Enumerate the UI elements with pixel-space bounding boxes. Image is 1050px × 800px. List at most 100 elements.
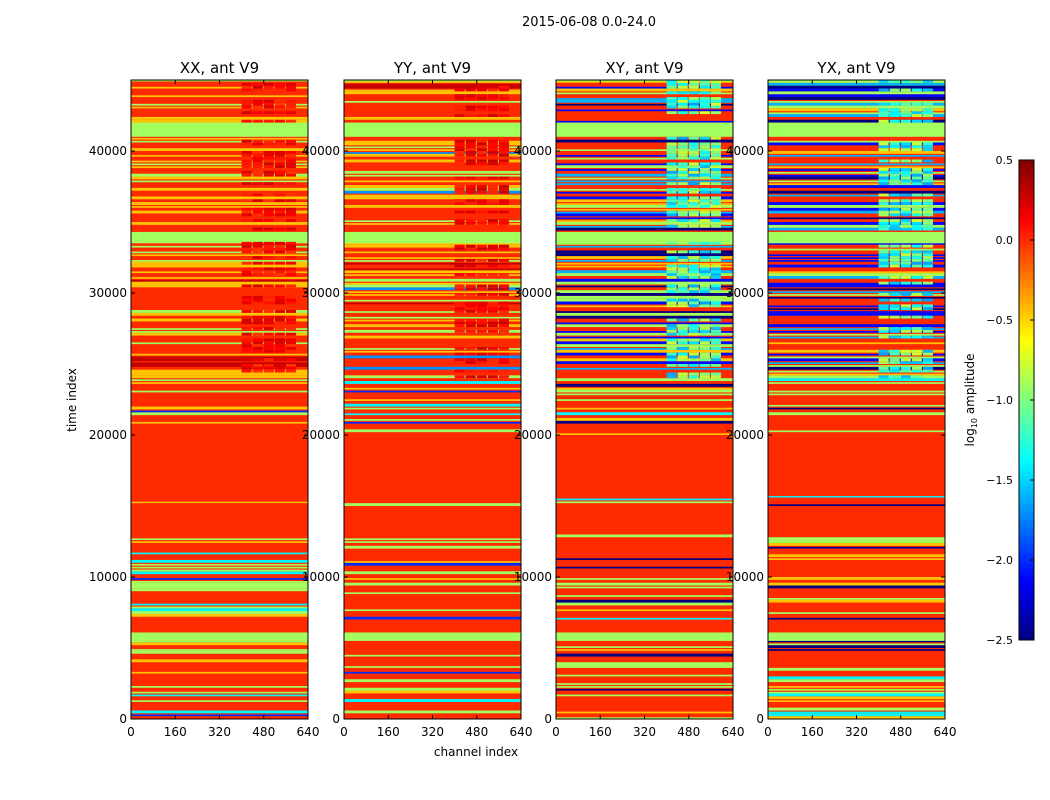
heatmap-row-stripe xyxy=(131,284,308,288)
heatmap-row-stripe xyxy=(556,270,733,274)
heatmap-cell xyxy=(454,222,465,225)
heatmap-cell xyxy=(476,159,487,163)
heatmap-cell xyxy=(498,310,509,313)
heatmap-cell xyxy=(710,213,721,217)
heatmap-row-stripe xyxy=(344,294,521,296)
heatmap-cell xyxy=(677,290,688,293)
heatmap-cell xyxy=(487,273,498,276)
heatmap-cell xyxy=(274,199,285,203)
heatmap-cell xyxy=(252,151,263,154)
heatmap-row-stripe xyxy=(768,333,945,336)
heatmap-cell xyxy=(677,329,688,333)
heatmap-cell xyxy=(878,227,889,231)
heatmap-row-stripe xyxy=(131,342,308,345)
heatmap-cell xyxy=(699,290,710,293)
heatmap-row-stripe xyxy=(768,308,945,311)
heatmap-row-stripe xyxy=(556,412,733,416)
heatmap-row-stripe xyxy=(556,649,733,651)
heatmap-cell xyxy=(677,168,688,171)
heatmap-row-stripe xyxy=(556,157,733,160)
heatmap-row-stripe xyxy=(344,180,521,183)
heatmap-row-stripe xyxy=(131,154,308,157)
heatmap-cell xyxy=(476,139,487,143)
heatmap-cell xyxy=(677,82,688,86)
heatmap-cell xyxy=(677,332,688,336)
colorbar-swatch xyxy=(1019,620,1034,625)
heatmap-cell xyxy=(454,219,465,222)
heatmap-cell xyxy=(889,264,900,268)
heatmap-cell xyxy=(487,346,498,350)
heatmap-cell xyxy=(688,170,699,174)
heatmap-cell xyxy=(710,102,721,106)
heatmap-row-stripe xyxy=(768,140,945,143)
heatmap-cell xyxy=(688,151,699,154)
heatmap-cell xyxy=(922,349,933,353)
heatmap-cell xyxy=(878,366,889,370)
heatmap-cell xyxy=(677,102,688,106)
heatmap-cell xyxy=(677,352,688,356)
heatmap-cell xyxy=(241,153,252,157)
heatmap-cell xyxy=(710,182,721,186)
y-tick-label: 20000 xyxy=(726,428,764,442)
heatmap-row-stripe xyxy=(768,649,945,651)
heatmap-cell xyxy=(677,165,688,169)
heatmap-cell xyxy=(699,102,710,106)
heatmap-cell xyxy=(476,85,487,89)
heatmap-cell xyxy=(241,338,252,342)
heatmap-cell xyxy=(252,85,263,89)
heatmap-cell xyxy=(241,321,252,325)
heatmap-cell xyxy=(677,270,688,274)
heatmap-cell xyxy=(922,293,933,296)
colorbar-tick-label: −0.5 xyxy=(986,314,1013,327)
heatmap-cell xyxy=(699,91,710,95)
heatmap-row-stripe xyxy=(344,299,521,302)
heatmap-cell xyxy=(263,366,274,370)
heatmap-row-stripe xyxy=(768,645,945,648)
heatmap-cell xyxy=(677,267,688,271)
colorbar-swatch xyxy=(1019,532,1034,537)
heatmap-cell xyxy=(666,102,677,106)
heatmap-cell xyxy=(252,207,263,211)
heatmap-cell xyxy=(900,244,911,248)
heatmap-cell xyxy=(666,329,677,333)
heatmap-cell xyxy=(911,264,922,268)
heatmap-cell xyxy=(241,310,252,313)
heatmap-cell xyxy=(922,111,933,115)
heatmap-cell xyxy=(677,182,688,186)
heatmap-cell xyxy=(263,162,274,166)
heatmap-row-stripe xyxy=(556,609,733,612)
heatmap-row-stripe xyxy=(556,566,733,569)
heatmap-cell xyxy=(911,88,922,92)
heatmap-cell xyxy=(285,85,296,89)
heatmap-cell xyxy=(476,369,487,373)
heatmap-cell xyxy=(677,156,688,160)
heatmap-cell xyxy=(487,88,498,92)
heatmap-row-stripe xyxy=(344,541,521,543)
heatmap-row-stripe xyxy=(556,301,733,305)
heatmap-cell xyxy=(911,111,922,115)
heatmap-cell xyxy=(465,307,476,311)
heatmap-cell xyxy=(900,119,911,123)
colorbar-swatch xyxy=(1019,280,1034,285)
heatmap-cell xyxy=(677,176,688,180)
heatmap-cell xyxy=(878,304,889,308)
heatmap-cell xyxy=(699,256,710,259)
heatmap-cell xyxy=(666,346,677,350)
heatmap-cell xyxy=(666,250,677,254)
heatmap-cell xyxy=(263,301,274,305)
heatmap-cell xyxy=(252,227,263,231)
heatmap-cell xyxy=(498,258,509,262)
heatmap-cell xyxy=(688,256,699,259)
x-tick-label: 320 xyxy=(208,725,231,739)
y-tick-label: 10000 xyxy=(302,570,340,584)
heatmap-row-stripe xyxy=(344,302,521,305)
heatmap-cell xyxy=(241,199,252,203)
heatmap-cell xyxy=(241,193,252,197)
heatmap-cell xyxy=(498,222,509,225)
heatmap-cell xyxy=(241,182,252,186)
heatmap-cell xyxy=(476,321,487,325)
heatmap-cell xyxy=(666,318,677,322)
heatmap-cell xyxy=(688,364,699,367)
heatmap-cell xyxy=(241,165,252,169)
heatmap-row-stripe xyxy=(131,264,308,268)
